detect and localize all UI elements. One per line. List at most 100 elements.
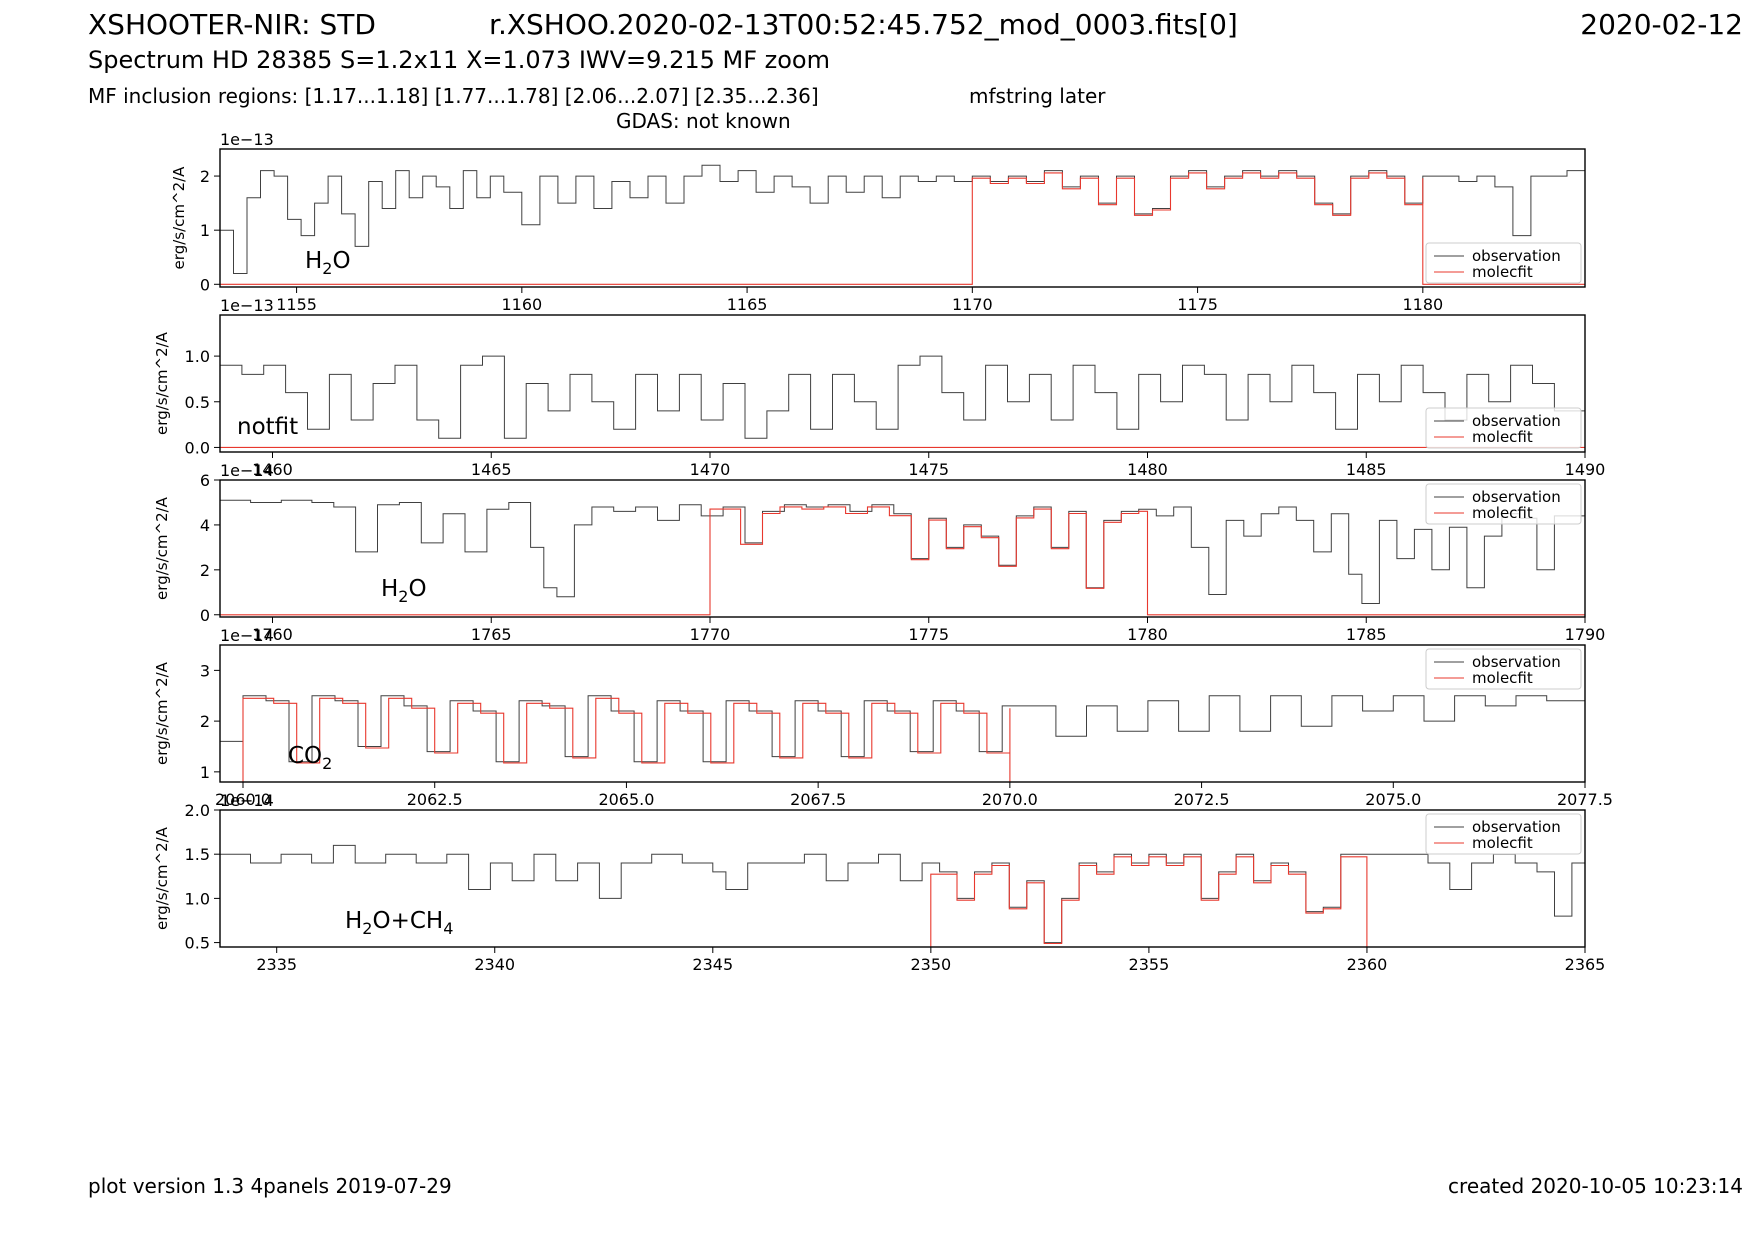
x-tick-label: 1775	[908, 625, 949, 644]
molecule-annotation: CO2	[288, 743, 332, 773]
y-axis-label: erg/s/cm^2/A	[153, 496, 171, 600]
legend-box	[1425, 648, 1582, 690]
x-tick-label: 1790	[1565, 625, 1606, 644]
y-tick-label: 6	[200, 471, 210, 490]
y-tick-label: 0.5	[185, 393, 210, 412]
x-tick-label: 2335	[256, 955, 297, 974]
x-tick-label: 1180	[1402, 295, 1443, 314]
observation-line	[220, 164, 1586, 274]
x-tick-label: 1765	[471, 625, 512, 644]
x-tick-label: 1485	[1346, 460, 1387, 479]
y-tick-label: 2	[200, 167, 210, 186]
legend-molecfit-label: molecfit	[1472, 263, 1533, 281]
y-tick-label: 1.0	[185, 889, 210, 908]
legend-molecfit-label: molecfit	[1472, 834, 1533, 852]
legend-box	[1425, 483, 1582, 525]
spectrum-panels: 1155 1160 1165 1170 1175 1180 0 1 2 1e−13 erg/s/cm…	[153, 130, 1613, 974]
y-tick-label: 1	[200, 763, 210, 782]
y-tick-label: 1	[200, 221, 210, 240]
panel-frame	[219, 809, 1586, 948]
regions-line: MF inclusion regions: [1.17...1.18] [1.7…	[88, 84, 819, 108]
legend-box	[1425, 407, 1582, 449]
molecfit-line	[220, 172, 1585, 285]
x-tick-label: 2365	[1565, 955, 1606, 974]
x-tick-label: 1460	[252, 460, 293, 479]
x-tick-label: 1780	[1127, 625, 1168, 644]
molecule-annotation: notfit	[237, 414, 298, 440]
gdas-label: GDAS: not known	[616, 109, 791, 133]
x-tick-label: 2067.5	[790, 790, 846, 809]
x-tick-label: 1760	[252, 625, 293, 644]
x-tick-label: 1475	[908, 460, 949, 479]
observation-line	[220, 499, 1586, 604]
legend-observation-label: observation	[1472, 412, 1561, 430]
molecule-annotation: H2O	[381, 576, 427, 606]
x-tick-label: 1785	[1346, 625, 1387, 644]
panel-frame	[219, 479, 1586, 618]
panel-frame	[219, 644, 1586, 783]
axis-offset-label: 1e−14	[220, 791, 274, 810]
x-tick-label: 1175	[1177, 295, 1218, 314]
molecule-annotation: H2O	[305, 248, 351, 278]
axis-offset-label: 1e−13	[220, 130, 274, 149]
molecule-annotation: H2O+CH4	[345, 908, 453, 938]
x-tick-label: 2340	[474, 955, 515, 974]
observation-line	[220, 355, 1586, 439]
x-tick-label: 2072.5	[1174, 790, 1230, 809]
legend-observation-label: observation	[1472, 488, 1561, 506]
molecfit-line	[220, 506, 1585, 616]
x-tick-label: 1490	[1565, 460, 1606, 479]
molecfit-line	[220, 856, 1585, 948]
x-tick-label: 2345	[692, 955, 733, 974]
x-tick-label: 2355	[1129, 955, 1170, 974]
x-tick-label: 2060.0	[215, 790, 271, 809]
legend-observation-label: observation	[1472, 653, 1561, 671]
y-axis-label: erg/s/cm^2/A	[153, 331, 171, 435]
y-axis-label: erg/s/cm^2/A	[153, 826, 171, 930]
mfstring-label: mfstring later	[969, 84, 1106, 108]
y-tick-label: 1.5	[185, 845, 210, 864]
spectrum-subtitle: Spectrum HD 28385 S=1.2x11 X=1.073 IWV=9…	[88, 46, 830, 74]
panel-frame	[219, 148, 1586, 288]
x-tick-label: 1465	[471, 460, 512, 479]
axis-offset-label: 1e−14	[220, 626, 274, 645]
y-tick-label: 0	[200, 275, 210, 294]
observation-line	[220, 695, 1586, 763]
x-tick-label: 2065.0	[598, 790, 654, 809]
legend-molecfit-label: molecfit	[1472, 669, 1533, 687]
legend-molecfit-label: molecfit	[1472, 504, 1533, 522]
x-tick-label: 2077.5	[1557, 790, 1613, 809]
y-tick-label: 1.0	[185, 347, 210, 366]
y-tick-label: 3	[200, 661, 210, 680]
legend-observation-label: observation	[1472, 247, 1561, 265]
legend-molecfit-label: molecfit	[1472, 428, 1533, 446]
axis-offset-label: 1e−14	[220, 461, 274, 480]
created-timestamp: created 2020-10-05 10:23:14	[1448, 1174, 1743, 1198]
filename-title: r.XSHOO.2020-02-13T00:52:45.752_mod_0003…	[489, 8, 1238, 41]
legend-observation-label: observation	[1472, 818, 1561, 836]
x-tick-label: 1170	[952, 295, 993, 314]
panel-frame	[219, 314, 1586, 453]
date-title: 2020-02-12	[1580, 8, 1743, 41]
y-tick-label: 4	[200, 516, 210, 535]
y-tick-label: 2.0	[185, 801, 210, 820]
y-tick-label: 2	[200, 712, 210, 731]
plot-version-label: plot version 1.3 4panels 2019-07-29	[88, 1174, 452, 1198]
x-tick-label: 2075.0	[1365, 790, 1421, 809]
x-tick-label: 1770	[690, 625, 731, 644]
x-tick-label: 2350	[910, 955, 951, 974]
y-axis-label: erg/s/cm^2/A	[153, 661, 171, 765]
x-tick-label: 1160	[501, 295, 542, 314]
legend-box	[1425, 242, 1582, 284]
x-tick-label: 2360	[1347, 955, 1388, 974]
legend-box	[1425, 813, 1582, 855]
instrument-title: XSHOOTER-NIR: STD	[88, 8, 376, 41]
y-tick-label: 0	[200, 606, 210, 625]
y-axis-label: erg/s/cm^2/A	[170, 166, 188, 270]
y-tick-label: 2	[200, 561, 210, 580]
y-tick-label: 0.0	[185, 438, 210, 457]
